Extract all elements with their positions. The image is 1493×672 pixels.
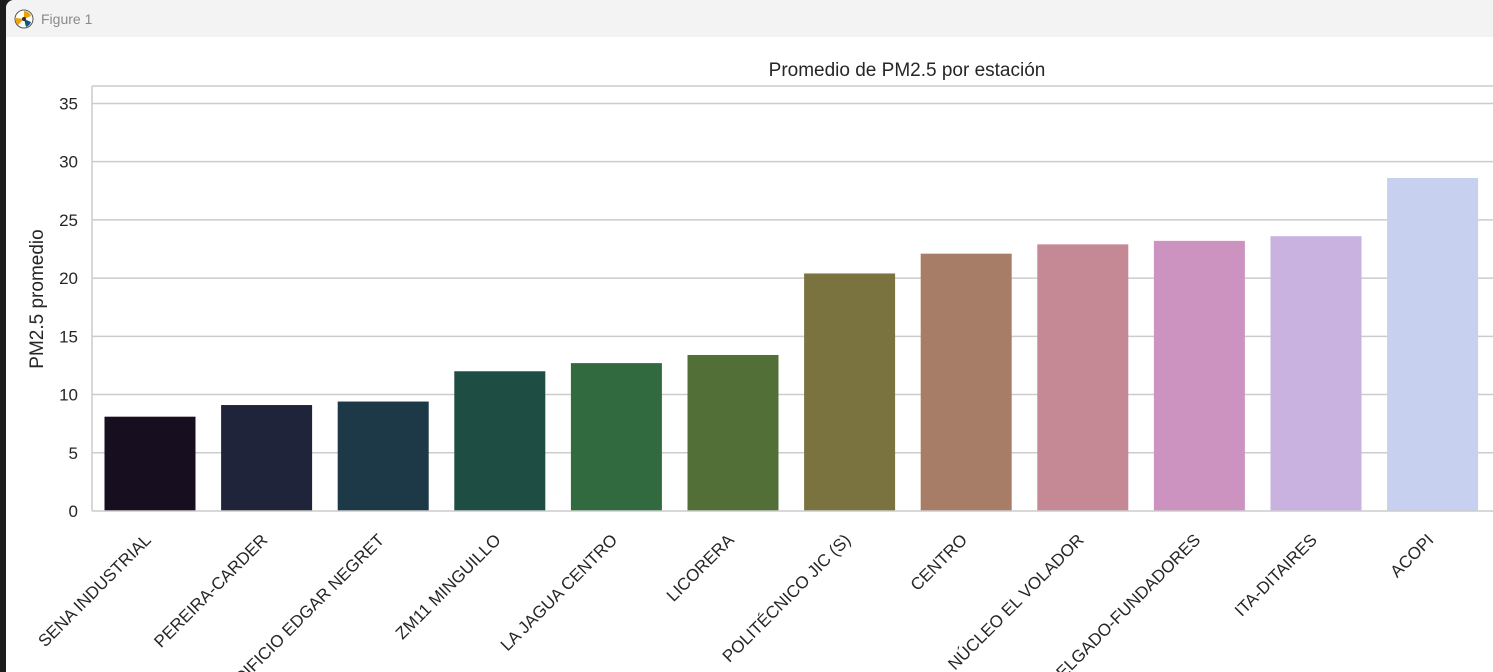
y-tick-label: 20 xyxy=(59,269,78,288)
x-tick-label: LA JAGUA CENTRO xyxy=(497,530,621,654)
bar-7 xyxy=(920,253,1012,511)
x-tick-label: ITA-DITAIRES xyxy=(1231,530,1321,620)
bar-4 xyxy=(570,363,662,511)
grid-lines xyxy=(92,102,1493,454)
bar-8 xyxy=(1037,244,1129,511)
window-titlebar[interactable]: Figure 1 xyxy=(6,0,1493,37)
window-title: Figure 1 xyxy=(41,11,93,27)
y-tick-label: 0 xyxy=(69,502,78,521)
matplotlib-app-icon xyxy=(14,9,34,29)
chart-title: Promedio de PM2.5 por estación xyxy=(769,60,1046,81)
y-tick-label: 5 xyxy=(69,444,78,463)
x-tick-label: ACOPI xyxy=(1387,530,1438,581)
x-tick-label: NÚCLEO EL VOLADOR xyxy=(944,530,1087,672)
figure-window: Figure 1 0 5 10 15 20 25 30 35 SENA INDUSTRIAL PE… xyxy=(6,0,1493,672)
bar-6 xyxy=(804,273,896,511)
x-tick-label: PEREIRA-CARDER xyxy=(150,530,271,651)
bar-10 xyxy=(1270,236,1362,511)
bar-5 xyxy=(687,354,779,511)
y-axis-label: PM2.5 promedio xyxy=(27,229,48,368)
y-tick-label: 15 xyxy=(59,327,78,346)
bar-chart: 0 5 10 15 20 25 30 35 SENA INDUSTRIALPEREIRA-CAR… xyxy=(27,60,1493,672)
y-tick-label: 25 xyxy=(59,211,78,230)
x-tick-label: POLITÉCNICO JIC (S) xyxy=(719,530,855,666)
bar-2 xyxy=(337,401,429,511)
bar-3 xyxy=(454,371,546,511)
desktop-background-strip xyxy=(0,0,6,672)
x-tick-label: SENA INDUSTRIAL xyxy=(35,530,155,650)
y-tick-label: 10 xyxy=(59,386,78,405)
x-tick-label: ZM11 MINGUILLO xyxy=(392,530,505,643)
y-tick-label: 30 xyxy=(59,153,78,172)
bars xyxy=(104,177,1479,511)
x-tick-label: LICORERA xyxy=(663,530,738,605)
bar-9 xyxy=(1153,240,1245,511)
y-tick-label: 35 xyxy=(59,94,78,113)
bar-0 xyxy=(104,416,196,511)
bar-11 xyxy=(1387,177,1479,511)
x-tick-label: CENTRO xyxy=(907,530,971,594)
bar-1 xyxy=(221,405,313,511)
